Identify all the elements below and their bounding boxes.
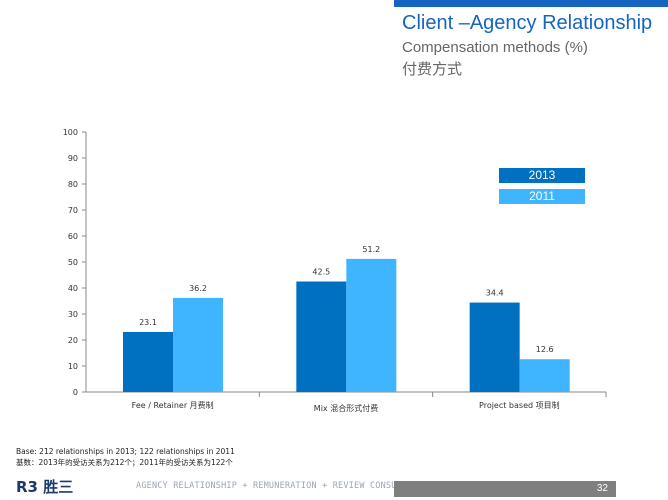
y-tick-label: 80 — [68, 180, 78, 189]
header-accent-bar — [394, 0, 668, 7]
data-label: 36.2 — [189, 284, 207, 293]
data-label: 42.5 — [312, 268, 330, 277]
y-tick-label: 10 — [68, 362, 78, 371]
y-tick-label: 50 — [68, 258, 78, 267]
y-tick-label: 70 — [68, 206, 78, 215]
x-category-label: Project based 项目制 — [479, 400, 560, 410]
page-number-box: 32 — [394, 481, 616, 497]
x-category-label: Mix 混合形式付费 — [314, 403, 378, 413]
bar-2011 — [346, 258, 397, 392]
bar-2011 — [519, 359, 570, 392]
page-subtitle-chinese: 付费方式 — [402, 61, 463, 78]
data-label: 34.4 — [486, 289, 504, 298]
bar-chart: 0 10 20 30 40 50 60 70 80 90 100 23.1 36.2 Fee / Reta… — [63, 128, 607, 413]
bar-2013 — [123, 331, 173, 392]
x-category-label: Fee / Retainer 月费制 — [132, 400, 214, 410]
legend-label-2011: 2011 — [529, 189, 555, 203]
bar-2011 — [173, 297, 223, 392]
bar-2013 — [469, 302, 520, 392]
page-title: Client –Agency Relationship — [402, 12, 653, 34]
base-note-cn: 基数：2013年的受访关系为212个；2011年的受访关系为122个 — [16, 458, 233, 467]
page-subtitle: Compensation methods (%) — [402, 39, 588, 56]
data-label: 51.2 — [362, 245, 380, 254]
bar-2013 — [296, 281, 347, 392]
y-tick-label: 0 — [73, 388, 78, 397]
y-tick-label: 20 — [68, 336, 78, 345]
legend-2011: 2011 — [499, 189, 585, 204]
data-label: 23.1 — [139, 318, 157, 327]
y-tick-label: 40 — [68, 284, 78, 293]
data-label: 12.6 — [536, 345, 554, 354]
y-tick-label: 30 — [68, 310, 78, 319]
y-tick-label: 60 — [68, 232, 78, 241]
y-tick-label: 100 — [63, 128, 78, 137]
legend-2013: 2013 — [499, 168, 585, 183]
page-number: 32 — [596, 483, 608, 494]
y-tick-label: 90 — [68, 154, 78, 163]
company-logo: R3 胜三 — [16, 478, 74, 496]
base-note-en: Base: 212 relationships in 2013; 122 rel… — [16, 447, 235, 456]
footer-tagline: AGENCY RELATIONSHIP + REMUNERATION + REV… — [136, 481, 429, 491]
legend-label-2013: 2013 — [528, 168, 556, 182]
